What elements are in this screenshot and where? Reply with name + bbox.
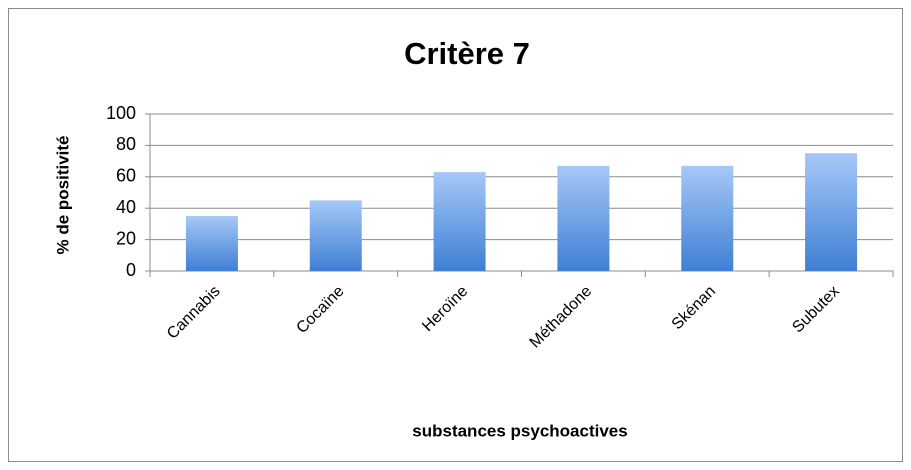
chart-title: Critère 7 — [404, 36, 530, 71]
y-tick-label: 60 — [116, 166, 136, 186]
bar — [309, 200, 362, 271]
y-tick-label: 80 — [116, 134, 136, 154]
y-tick-label: 40 — [116, 197, 136, 217]
y-tick-label: 20 — [116, 228, 136, 248]
y-tick-label: 100 — [106, 103, 136, 123]
bar — [185, 216, 238, 271]
bar — [805, 153, 858, 271]
bar — [433, 172, 486, 271]
x-axis-title: substances psychoactives — [412, 421, 627, 440]
y-tick-label: 0 — [126, 260, 136, 280]
bar — [681, 165, 734, 271]
bar — [557, 165, 610, 271]
y-axis-title: % de positivité — [53, 135, 72, 254]
